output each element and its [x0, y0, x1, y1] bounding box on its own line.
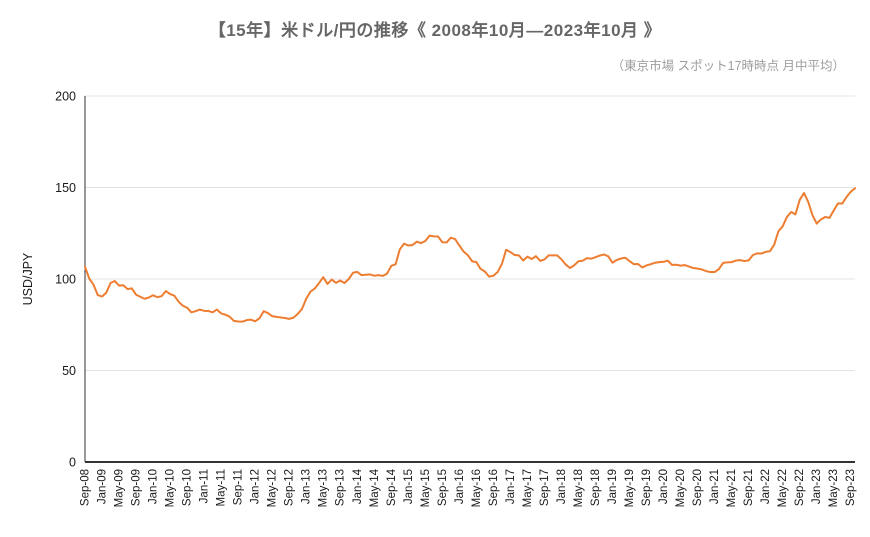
chart-title: 【15年】米ドル/円の推移《 2008年10月―2023年10月 》 — [208, 21, 662, 40]
x-tick-label-May-14: May-14 — [369, 468, 381, 507]
x-tick-label-Jan-18: Jan-18 — [556, 469, 568, 504]
x-tick-label-May-19: May-19 — [624, 469, 636, 507]
usdjpy-series-line — [84, 187, 856, 323]
x-tick-label-Jan-14: Jan-14 — [352, 468, 364, 504]
x-tick-label-Sep-23: Sep-23 — [845, 469, 857, 506]
x-tick-label-May-12: May-12 — [267, 469, 279, 507]
chart-subtitle: （東京市場 スポット17時時点 月中平均） — [611, 59, 845, 73]
x-tick-label-May-09: May-09 — [114, 469, 126, 507]
x-tick-label-Jan-20: Jan-20 — [658, 469, 670, 504]
x-tick-label-May-17: May-17 — [522, 469, 534, 507]
y-tick-label-150: 150 — [55, 181, 76, 195]
y-tick-label-200: 200 — [55, 90, 76, 104]
x-tick-label-Jan-13: Jan-13 — [301, 469, 313, 504]
x-tick-label-May-16: May-16 — [471, 469, 483, 507]
x-tick-label-Sep-17: Sep-17 — [539, 469, 551, 506]
x-tick-label-Sep-13: Sep-13 — [335, 469, 347, 506]
x-tick-label-Sep-09: Sep-09 — [131, 469, 143, 506]
x-tick-label-May-21: May-21 — [726, 469, 738, 507]
y-tick-label-50: 50 — [62, 364, 76, 378]
x-tick-label-May-18: May-18 — [573, 469, 585, 507]
x-tick-label-Sep-15: Sep-15 — [437, 469, 449, 506]
x-tick-label-Sep-10: Sep-10 — [182, 469, 194, 506]
x-tick-label-Sep-14: Sep-14 — [386, 468, 398, 506]
x-tick-label-Jan-19: Jan-19 — [607, 469, 619, 504]
x-tick-label-Sep-16: Sep-16 — [488, 469, 500, 506]
x-tick-label-May-23: May-23 — [828, 469, 840, 507]
x-tick-label-Jan-17: Jan-17 — [505, 469, 517, 504]
x-tick-label-Sep-20: Sep-20 — [692, 469, 704, 506]
y-tick-label-0: 0 — [69, 456, 76, 470]
x-tick-label-Jan-21: Jan-21 — [709, 469, 721, 504]
x-tick-label-Sep-11: Sep-11 — [233, 469, 245, 505]
x-tick-label-Jan-11: Jan-11 — [199, 469, 211, 503]
x-tick-label-May-11: May-11 — [216, 469, 228, 507]
x-tick-label-Jan-15: Jan-15 — [403, 469, 415, 504]
x-tick-label-Jan-10: Jan-10 — [148, 469, 160, 504]
x-tick-label-May-22: May-22 — [777, 469, 789, 507]
x-tick-label-Sep-18: Sep-18 — [590, 469, 602, 506]
x-tick-label-May-10: May-10 — [165, 469, 177, 507]
x-tick-label-May-20: May-20 — [675, 469, 687, 507]
x-tick-label-Jan-09: Jan-09 — [97, 469, 109, 504]
x-tick-label-Sep-22: Sep-22 — [794, 469, 806, 506]
x-tick-label-Jan-22: Jan-22 — [760, 469, 772, 504]
x-tick-label-Sep-21: Sep-21 — [743, 469, 755, 506]
x-tick-label-Jan-16: Jan-16 — [454, 469, 466, 504]
x-tick-label-Jan-23: Jan-23 — [811, 469, 823, 504]
y-axis-title: USD/JPY — [21, 252, 35, 305]
x-tick-label-Sep-19: Sep-19 — [641, 469, 653, 506]
x-tick-label-Jan-12: Jan-12 — [250, 469, 262, 504]
x-tick-label-May-13: May-13 — [318, 469, 330, 507]
x-tick-label-May-15: May-15 — [420, 469, 432, 507]
y-tick-label-100: 100 — [55, 273, 76, 287]
x-tick-label-Sep-08: Sep-08 — [80, 469, 92, 506]
x-tick-label-Sep-12: Sep-12 — [284, 469, 296, 506]
